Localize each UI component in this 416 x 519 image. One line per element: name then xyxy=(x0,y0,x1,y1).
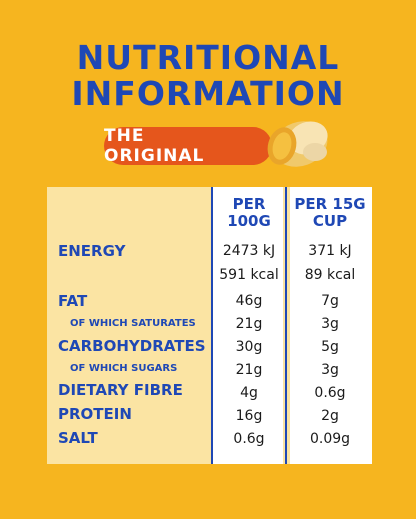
column-header-per-15g-cup: PER 15G CUP xyxy=(294,195,366,230)
salt-per-15g: 0.09g xyxy=(309,431,351,447)
fat-per-15g: 7g xyxy=(321,293,339,309)
product-variant-label: THE ORIGINAL xyxy=(104,126,205,166)
carbohydrates-per-15g: 5g xyxy=(321,339,339,355)
row-label-energy: ENERGY xyxy=(58,242,126,260)
fat-per-100g: 46g xyxy=(235,293,263,309)
energy-kcal-per-100g: 591 kcal xyxy=(219,267,279,283)
column-divider xyxy=(211,187,213,464)
peanut-icon xyxy=(267,121,328,167)
salt-per-100g: 0.6g xyxy=(233,431,265,447)
saturates-per-15g: 3g xyxy=(321,316,339,332)
sugars-per-100g: 21g xyxy=(235,362,263,378)
row-label-salt: SALT xyxy=(58,429,98,447)
fibre-per-100g: 4g xyxy=(240,385,258,401)
fibre-per-15g: 0.6g xyxy=(314,385,346,401)
energy-kj-per-15g: 371 kJ xyxy=(308,243,352,259)
protein-per-15g: 2g xyxy=(321,408,339,424)
title-line-1: NUTRITIONAL xyxy=(76,38,340,77)
per-100g-column xyxy=(213,187,283,464)
column-header-per-100g: PER 100G xyxy=(227,195,271,230)
column-divider xyxy=(285,187,287,464)
saturates-per-100g: 21g xyxy=(235,316,263,332)
carbohydrates-per-100g: 30g xyxy=(235,339,263,355)
row-label-protein: PROTEIN xyxy=(58,405,132,423)
sugars-per-15g: 3g xyxy=(321,362,339,378)
product-variant-badge: THE ORIGINAL xyxy=(104,126,272,166)
page-title: NUTRITIONAL INFORMATION xyxy=(0,40,416,112)
row-label-saturates: OF WHICH SATURATES xyxy=(70,318,196,329)
title-line-2: INFORMATION xyxy=(71,74,345,113)
energy-kcal-per-15g: 89 kcal xyxy=(304,267,356,283)
row-label-fat: FAT xyxy=(58,292,88,310)
protein-per-100g: 16g xyxy=(235,408,263,424)
row-label-sugars: OF WHICH SUGARS xyxy=(70,363,178,374)
per-15g-column xyxy=(290,187,372,464)
row-label-dietary-fibre: DIETARY FIBRE xyxy=(58,381,183,399)
row-label-carbohydrates: CARBOHYDRATES xyxy=(58,337,206,355)
energy-kj-per-100g: 2473 kJ xyxy=(222,243,276,259)
